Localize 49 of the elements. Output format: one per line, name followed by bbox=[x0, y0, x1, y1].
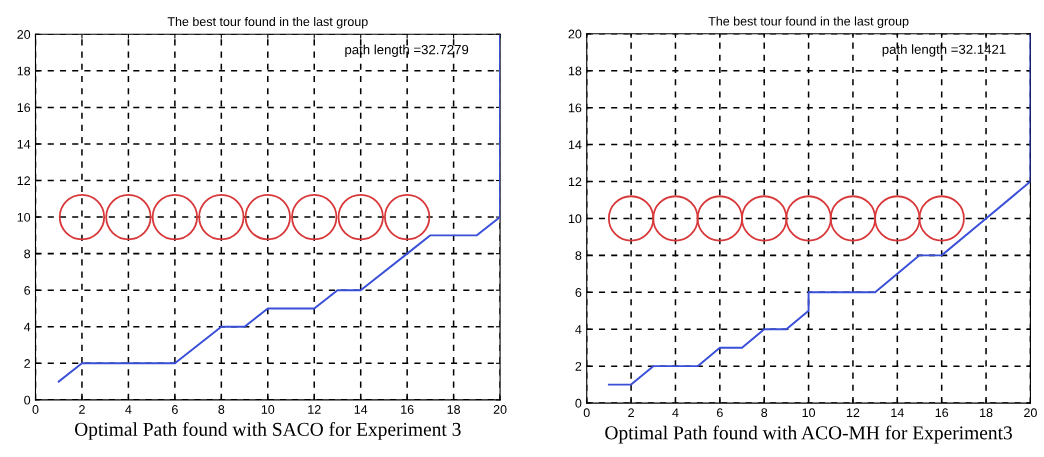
y-tick-label: 8 bbox=[575, 251, 582, 261]
y-tick-label: 16 bbox=[17, 103, 31, 113]
annotation: path length =32.7279 bbox=[345, 44, 469, 57]
chart-title: The best tour found in the last group bbox=[167, 16, 368, 29]
x-tick-label: 8 bbox=[218, 405, 225, 414]
annotation: path length =32.1421 bbox=[882, 44, 1006, 57]
y-tick-label: 20 bbox=[17, 30, 31, 39]
x-tick-label: 20 bbox=[493, 405, 507, 414]
x-tick-label: 14 bbox=[354, 405, 368, 414]
x-tick-label: 2 bbox=[628, 408, 634, 417]
x-tick-label: 18 bbox=[980, 408, 993, 418]
y-tick-label: 2 bbox=[575, 361, 582, 371]
y-tick-label: 12 bbox=[568, 177, 582, 187]
x-tick-label: 6 bbox=[172, 405, 178, 414]
x-tick-label: 10 bbox=[261, 405, 275, 414]
text: Optimal Path found with ACO-MH for Experiment3 bbox=[605, 425, 1012, 444]
y-tick-label: 16 bbox=[568, 103, 582, 113]
x-tick-label: 12 bbox=[308, 405, 321, 414]
y-tick-label: 10 bbox=[568, 214, 582, 224]
x-tick-label: 6 bbox=[717, 408, 723, 418]
x-tick-label: 8 bbox=[761, 408, 768, 418]
x-tick-label: 0 bbox=[32, 405, 39, 414]
y-tick-label: 0 bbox=[24, 395, 31, 405]
y-tick-label: 4 bbox=[575, 325, 582, 334]
y-tick-label: 12 bbox=[17, 176, 31, 186]
x-tick-label: 18 bbox=[447, 405, 461, 414]
y-tick-label: 14 bbox=[17, 139, 31, 149]
x-tick-label: 0 bbox=[583, 408, 590, 418]
chart-title: The best tour found in the last group bbox=[708, 16, 909, 29]
x-tick-label: 20 bbox=[1024, 408, 1037, 418]
y-tick-label: 2 bbox=[24, 359, 31, 368]
y-tick-label: 6 bbox=[24, 286, 31, 295]
y-tick-label: 18 bbox=[17, 66, 31, 76]
y-tick-label: 8 bbox=[24, 249, 31, 259]
x-tick-label: 4 bbox=[125, 405, 132, 414]
y-tick-label: 10 bbox=[17, 212, 31, 222]
y-tick-label: 18 bbox=[568, 66, 582, 76]
x-tick-label: 12 bbox=[846, 408, 860, 417]
x-tick-label: 4 bbox=[672, 408, 679, 417]
y-tick-label: 6 bbox=[575, 288, 582, 297]
y-tick-label: 20 bbox=[568, 29, 582, 39]
x-tick-label: 16 bbox=[401, 405, 414, 414]
x-tick-label: 16 bbox=[935, 408, 949, 418]
x-tick-label: 14 bbox=[891, 408, 904, 417]
text: Optimal Path found with SACO for Experiment 3 bbox=[74, 422, 461, 440]
x-tick-label: 10 bbox=[802, 408, 816, 418]
y-tick-label: 14 bbox=[568, 140, 582, 150]
y-tick-label: 4 bbox=[23, 322, 31, 332]
x-tick-label: 2 bbox=[79, 405, 85, 414]
